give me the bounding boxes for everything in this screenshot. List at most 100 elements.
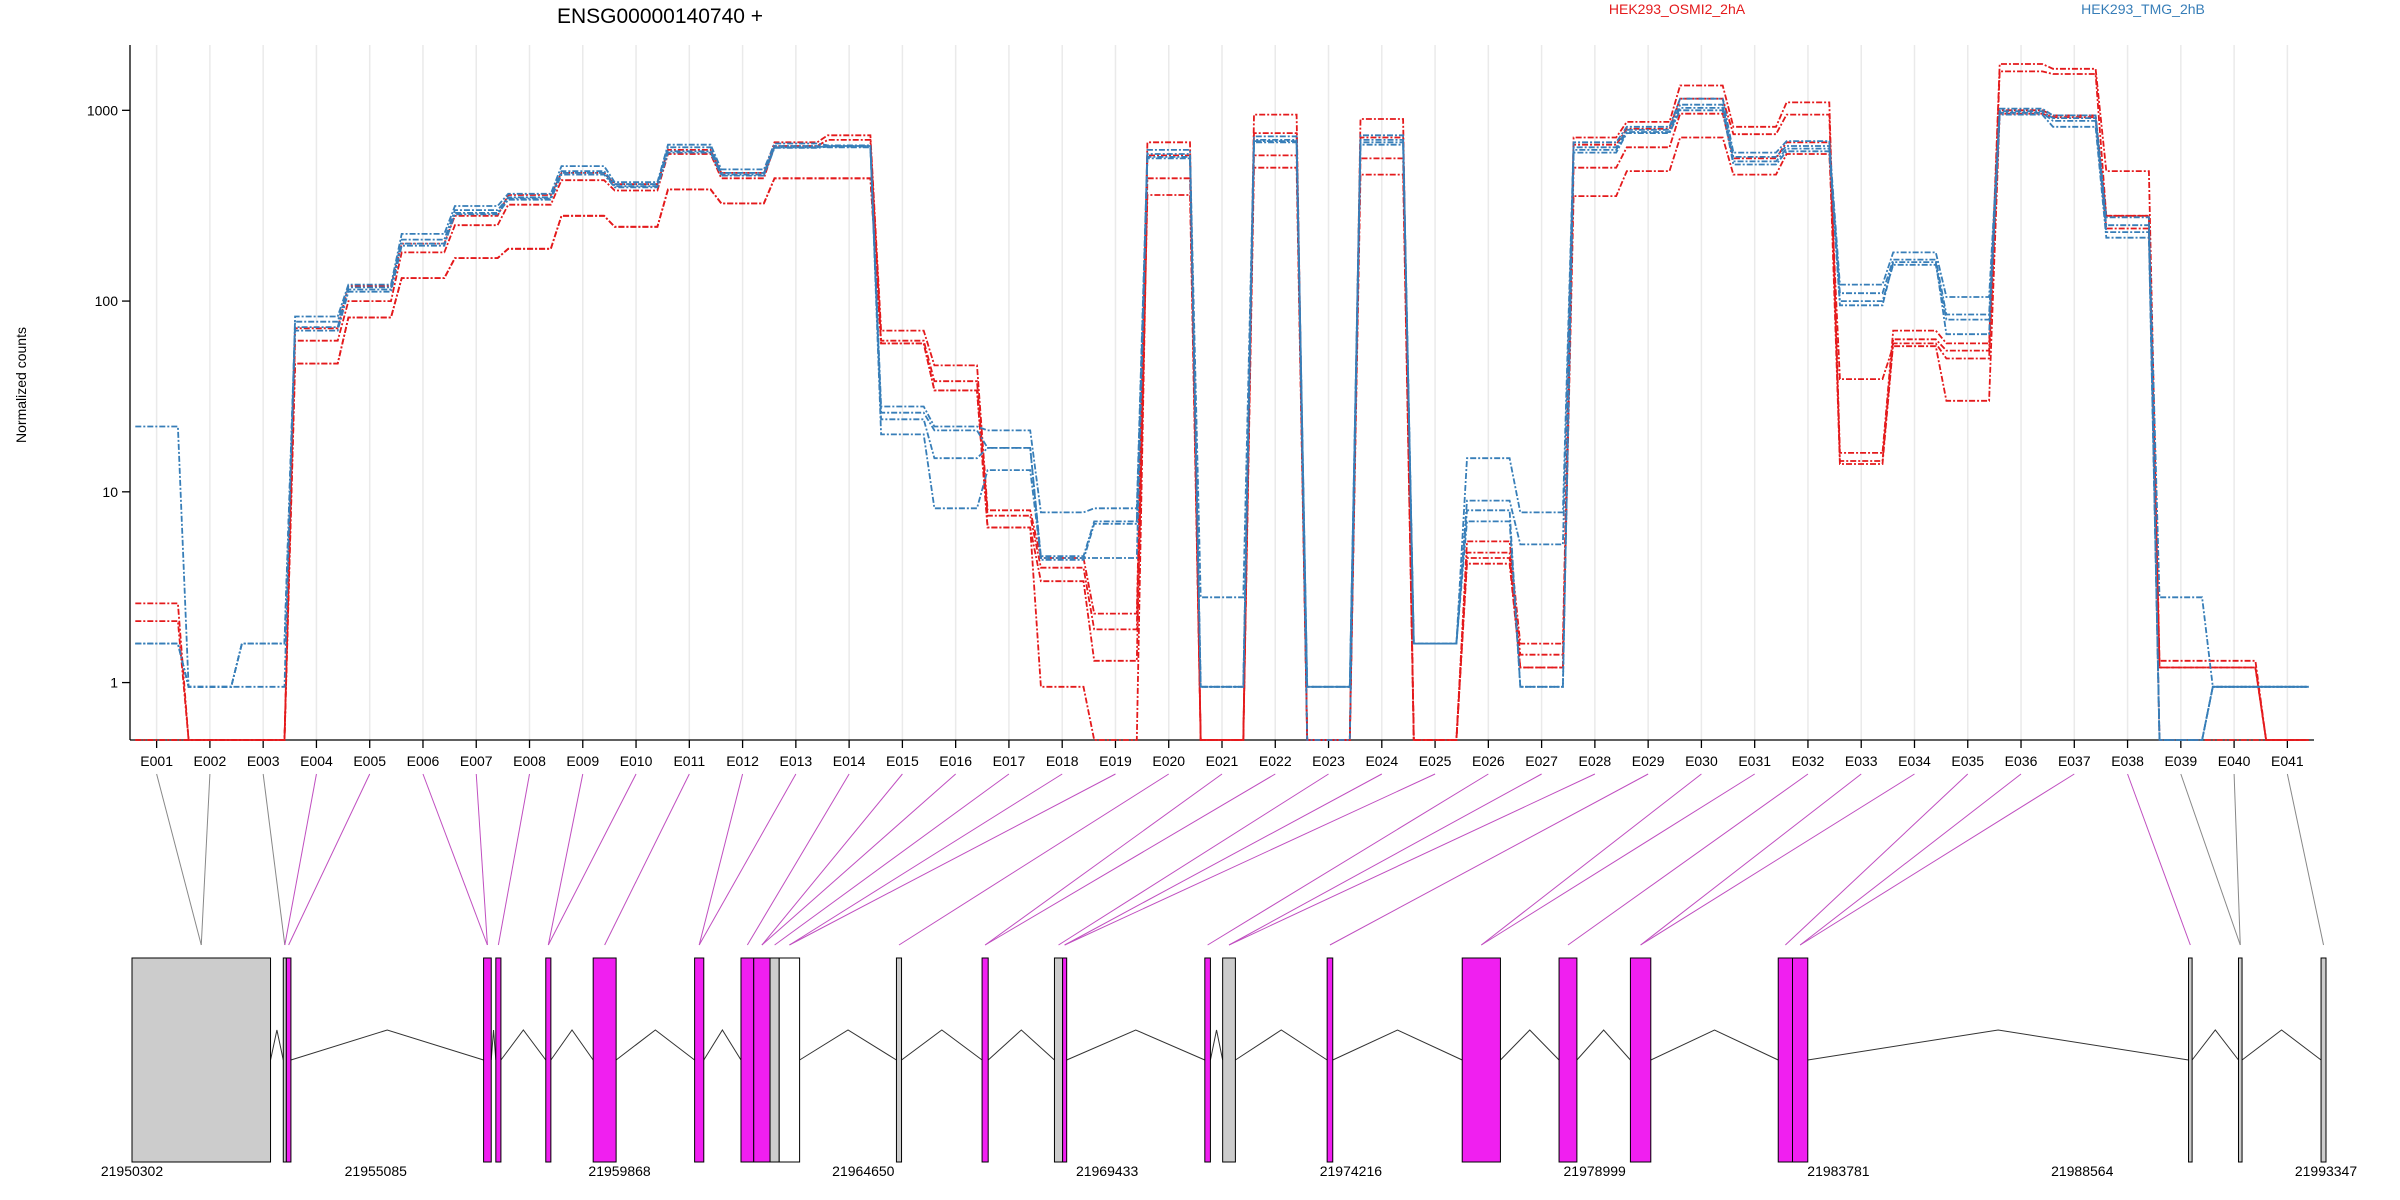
y-tick-label: 10 xyxy=(102,484,118,500)
series-line xyxy=(135,70,2309,741)
legend-label-osmi: HEK293_OSMI2_2hA xyxy=(1609,1,1746,17)
genome-tick-label: 21983781 xyxy=(1807,1163,1870,1179)
x-tick-label: E020 xyxy=(1152,753,1185,769)
exon-connector xyxy=(284,773,317,946)
exon-connector xyxy=(746,773,850,946)
x-tick-label: E026 xyxy=(1472,753,1505,769)
y-axis-label: Normalized counts xyxy=(13,327,29,443)
x-tick-label: E007 xyxy=(460,753,493,769)
exon-connector xyxy=(1481,773,1755,946)
exon-connector xyxy=(1481,773,1702,946)
x-tick-label: E029 xyxy=(1632,753,1665,769)
series-line xyxy=(135,109,2309,741)
x-tick-label: E024 xyxy=(1365,753,1398,769)
vertical-gridlines xyxy=(155,45,2289,740)
exon-connector xyxy=(1228,773,1542,946)
exon-box xyxy=(1062,957,1068,1163)
x-tick-label: E030 xyxy=(1685,753,1718,769)
exon-connector xyxy=(262,773,286,946)
exon-connector xyxy=(898,773,1169,946)
exon-connector xyxy=(789,773,1063,946)
exon-connector xyxy=(547,773,637,946)
legend-label-tmg: HEK293_TMG_2hB xyxy=(2081,1,2205,17)
intron-line xyxy=(290,1029,484,1061)
exon-box xyxy=(592,957,617,1163)
intron-line xyxy=(799,1029,897,1061)
x-tick-label: E031 xyxy=(1738,753,1771,769)
exon-connector xyxy=(1640,773,1862,946)
exon-connector xyxy=(1329,773,1649,946)
x-tick-label: E035 xyxy=(1951,753,1984,769)
x-tick-label: E021 xyxy=(1206,753,1239,769)
x-tick-label: E038 xyxy=(2111,753,2144,769)
x-tick-label: E005 xyxy=(353,753,386,769)
intron-line xyxy=(615,1029,695,1061)
x-tick-label: E003 xyxy=(247,753,280,769)
y-tick-label: 1 xyxy=(110,675,118,691)
x-tick-label: E001 xyxy=(140,753,173,769)
exon-connector xyxy=(1799,773,2075,946)
exon-box xyxy=(753,957,771,1163)
exon-box xyxy=(1222,957,1236,1163)
exon-box xyxy=(131,957,272,1163)
x-tick-label: E033 xyxy=(1845,753,1878,769)
x-tick-label: E019 xyxy=(1099,753,1132,769)
exon-connectors xyxy=(156,773,2325,946)
intron-line xyxy=(1332,1029,1463,1061)
intron-line xyxy=(1066,1029,1206,1061)
chart-title: ENSG00000140740 + xyxy=(557,5,763,28)
exon-connector xyxy=(774,773,1010,946)
exon-box xyxy=(1629,957,1652,1163)
x-tick-label: E013 xyxy=(780,753,813,769)
x-tick-label: E006 xyxy=(407,753,440,769)
x-tick-label: E010 xyxy=(620,753,653,769)
genome-axis: 21950302 21955085 21959868 21964650 21969433… xyxy=(101,1163,2358,1179)
exon-box xyxy=(740,957,755,1163)
exon-box xyxy=(1777,957,1793,1163)
exon-connector xyxy=(1567,773,1809,946)
genome-tick-label: 21955085 xyxy=(345,1163,408,1179)
exon-box xyxy=(2188,957,2193,1163)
exon-box xyxy=(981,957,989,1163)
intron-line xyxy=(2241,1029,2322,1061)
exon-box xyxy=(1558,957,1578,1163)
exon-connector xyxy=(761,773,903,946)
intron-line xyxy=(901,1029,983,1061)
intron-line xyxy=(1235,1029,1328,1061)
exon-box xyxy=(778,957,801,1163)
genome-tick-label: 21988564 xyxy=(2051,1163,2114,1179)
exon-connector xyxy=(789,773,1116,946)
exon-connector xyxy=(1799,773,2022,946)
exon-connector xyxy=(984,773,1223,946)
genome-tick-label: 21974216 xyxy=(1320,1163,1383,1179)
exon-connector xyxy=(1064,773,1383,946)
x-tick-label: E034 xyxy=(1898,753,1931,769)
x-tick-label: E011 xyxy=(673,753,705,769)
exon-connector xyxy=(2233,773,2241,946)
x-tick-label: E028 xyxy=(1579,753,1612,769)
exon-box xyxy=(285,957,292,1163)
genome-tick-label: 21959868 xyxy=(588,1163,651,1179)
x-tick-label: E039 xyxy=(2164,753,2197,769)
exon-connector xyxy=(288,773,371,946)
exon-connector xyxy=(475,773,488,946)
exon-box xyxy=(1204,957,1211,1163)
exon-box xyxy=(1461,957,1501,1163)
x-tick-label: E017 xyxy=(993,753,1026,769)
intron-line xyxy=(490,1029,497,1061)
intron-line xyxy=(1650,1029,1779,1061)
intron-line xyxy=(550,1029,594,1061)
x-tick-label: E032 xyxy=(1792,753,1825,769)
intron-line xyxy=(1500,1029,1560,1061)
exon-connector xyxy=(1785,773,1969,946)
exon-connector xyxy=(1228,773,1596,946)
intron-line xyxy=(703,1029,742,1061)
x-tick-label: E037 xyxy=(2058,753,2091,769)
genome-tick-label: 21969433 xyxy=(1076,1163,1139,1179)
exon-connector xyxy=(1207,773,1489,946)
genome-tick-label: 21978999 xyxy=(1564,1163,1627,1179)
intron-line xyxy=(1209,1029,1224,1061)
series-line xyxy=(135,109,2309,741)
x-tick-label: E018 xyxy=(1046,753,1079,769)
